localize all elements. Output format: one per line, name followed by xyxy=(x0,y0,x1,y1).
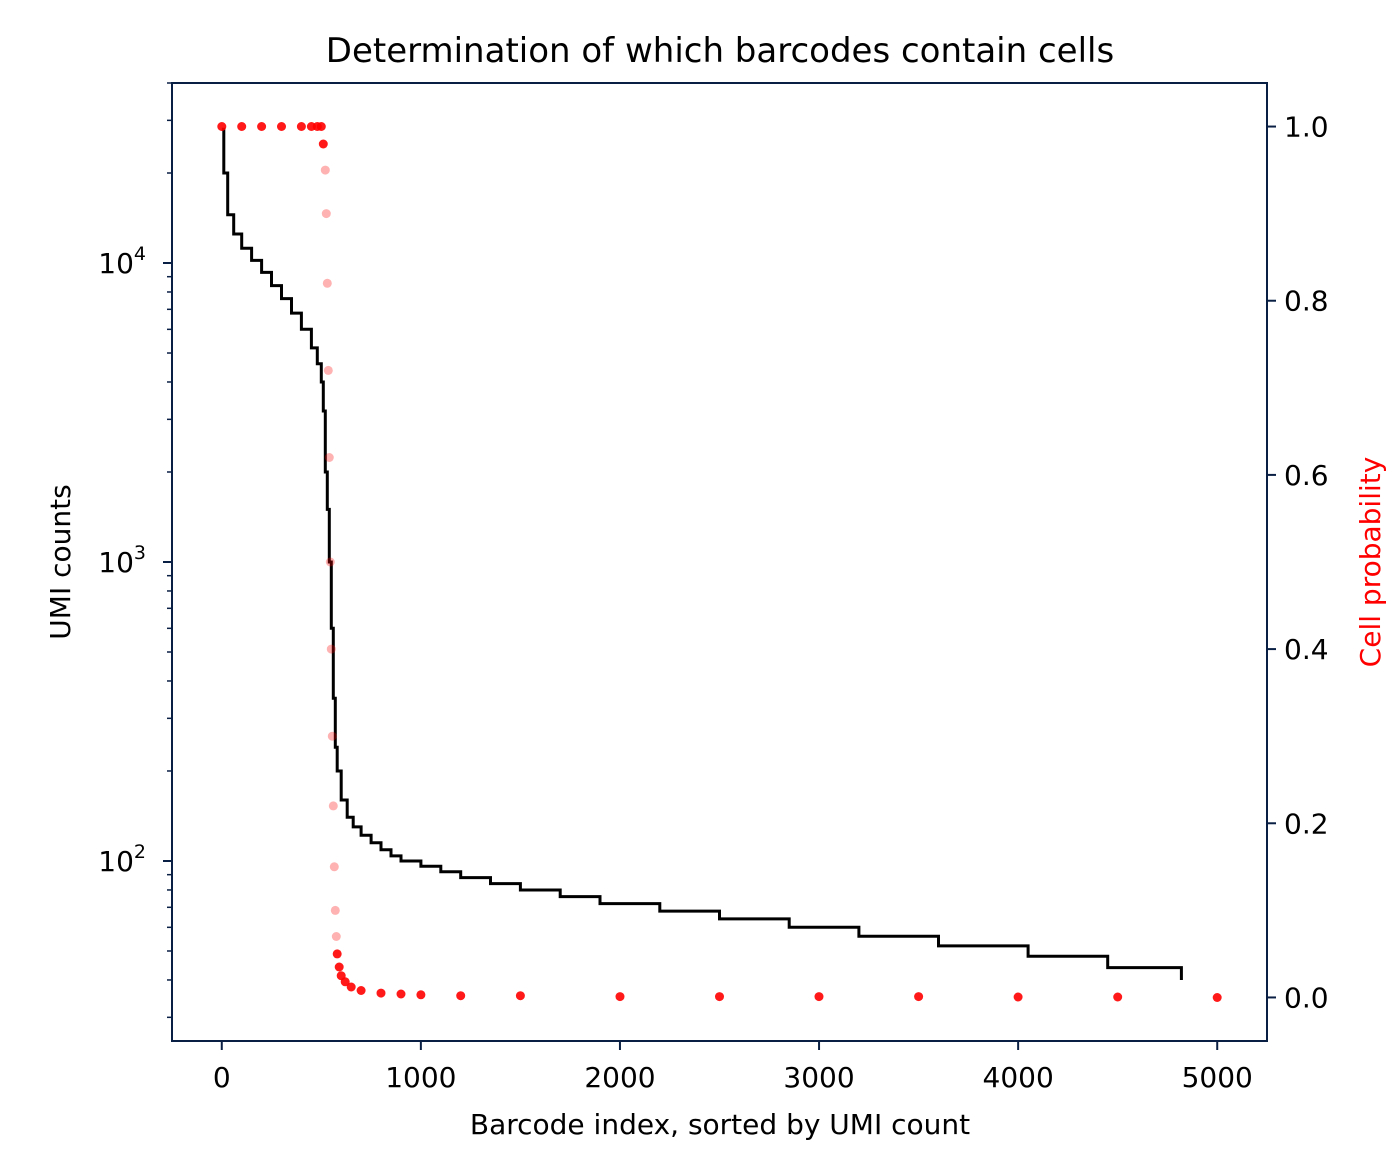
y-right-axis-label: Cell probability xyxy=(1354,457,1387,668)
y-right-tick-label: 1.0 xyxy=(1284,111,1329,144)
y-left-tick-label: 103 xyxy=(98,542,146,579)
probability-point xyxy=(327,731,337,741)
probability-point xyxy=(325,557,335,567)
probability-point xyxy=(326,644,336,654)
chart-title: Determination of which barcodes contain … xyxy=(326,31,1114,71)
x-axis-label: Barcode index, sorted by UMI count xyxy=(470,1108,970,1141)
probability-point xyxy=(329,862,339,872)
probability-point xyxy=(323,365,333,375)
probability-point xyxy=(316,122,326,131)
x-tick-label: 1000 xyxy=(385,1061,456,1094)
x-tick-label: 2000 xyxy=(584,1061,655,1094)
probability-point xyxy=(340,977,350,987)
probability-point xyxy=(277,122,286,131)
cell-probability-points xyxy=(217,122,1222,1002)
y-right-tick-label: 0.6 xyxy=(1284,459,1329,492)
probability-point xyxy=(324,453,334,462)
y-right-tick-label: 0.8 xyxy=(1284,285,1329,318)
probability-point xyxy=(356,986,366,995)
probability-point xyxy=(1113,992,1123,1002)
plot-area xyxy=(217,122,1222,1002)
probability-point xyxy=(321,209,331,219)
probability-point xyxy=(217,122,227,131)
probability-point xyxy=(814,992,824,1002)
x-tick-label: 4000 xyxy=(983,1061,1054,1094)
y-right-tick-label: 0.0 xyxy=(1284,981,1329,1014)
probability-point xyxy=(332,949,342,959)
y-right-tick-label: 0.4 xyxy=(1284,633,1329,666)
probability-point xyxy=(715,992,724,1002)
probability-point xyxy=(1013,992,1023,1002)
probability-point xyxy=(318,139,328,149)
probability-point xyxy=(396,989,406,999)
y-right-axis-ticks: 0.0 0.2 0.4 0.6 0.8 1.0 xyxy=(1267,111,1329,1014)
probability-point xyxy=(456,991,466,1001)
probability-point xyxy=(615,992,625,1002)
x-tick-label: 5000 xyxy=(1182,1061,1253,1094)
probability-point xyxy=(1212,993,1222,1002)
probability-point xyxy=(322,278,332,288)
y-left-axis-label: UMI counts xyxy=(44,484,77,639)
y-right-tick-label: 0.2 xyxy=(1284,807,1329,840)
probability-point xyxy=(296,122,306,131)
probability-point xyxy=(416,990,426,1000)
umi-count-line xyxy=(221,127,1183,980)
probability-point xyxy=(334,962,344,972)
y-left-tick-label: 102 xyxy=(98,841,146,878)
y-left-tick-label: 104 xyxy=(98,243,146,280)
probability-point xyxy=(914,992,924,1002)
probability-point xyxy=(330,905,340,915)
x-tick-label: 3000 xyxy=(783,1061,854,1094)
probability-point xyxy=(376,988,386,998)
probability-point xyxy=(346,982,356,992)
y-left-axis-ticks: 102 103 104 xyxy=(98,82,172,1019)
probability-point xyxy=(237,122,247,131)
probability-point xyxy=(320,165,330,175)
probability-point xyxy=(331,932,341,941)
x-tick-label: 0 xyxy=(213,1061,231,1094)
axes-frame xyxy=(171,82,1268,1042)
probability-point xyxy=(515,991,525,1001)
probability-point xyxy=(257,122,267,131)
probability-point xyxy=(328,801,338,811)
x-axis-ticks: 0 1000 2000 3000 4000 5000 xyxy=(213,1041,1253,1094)
